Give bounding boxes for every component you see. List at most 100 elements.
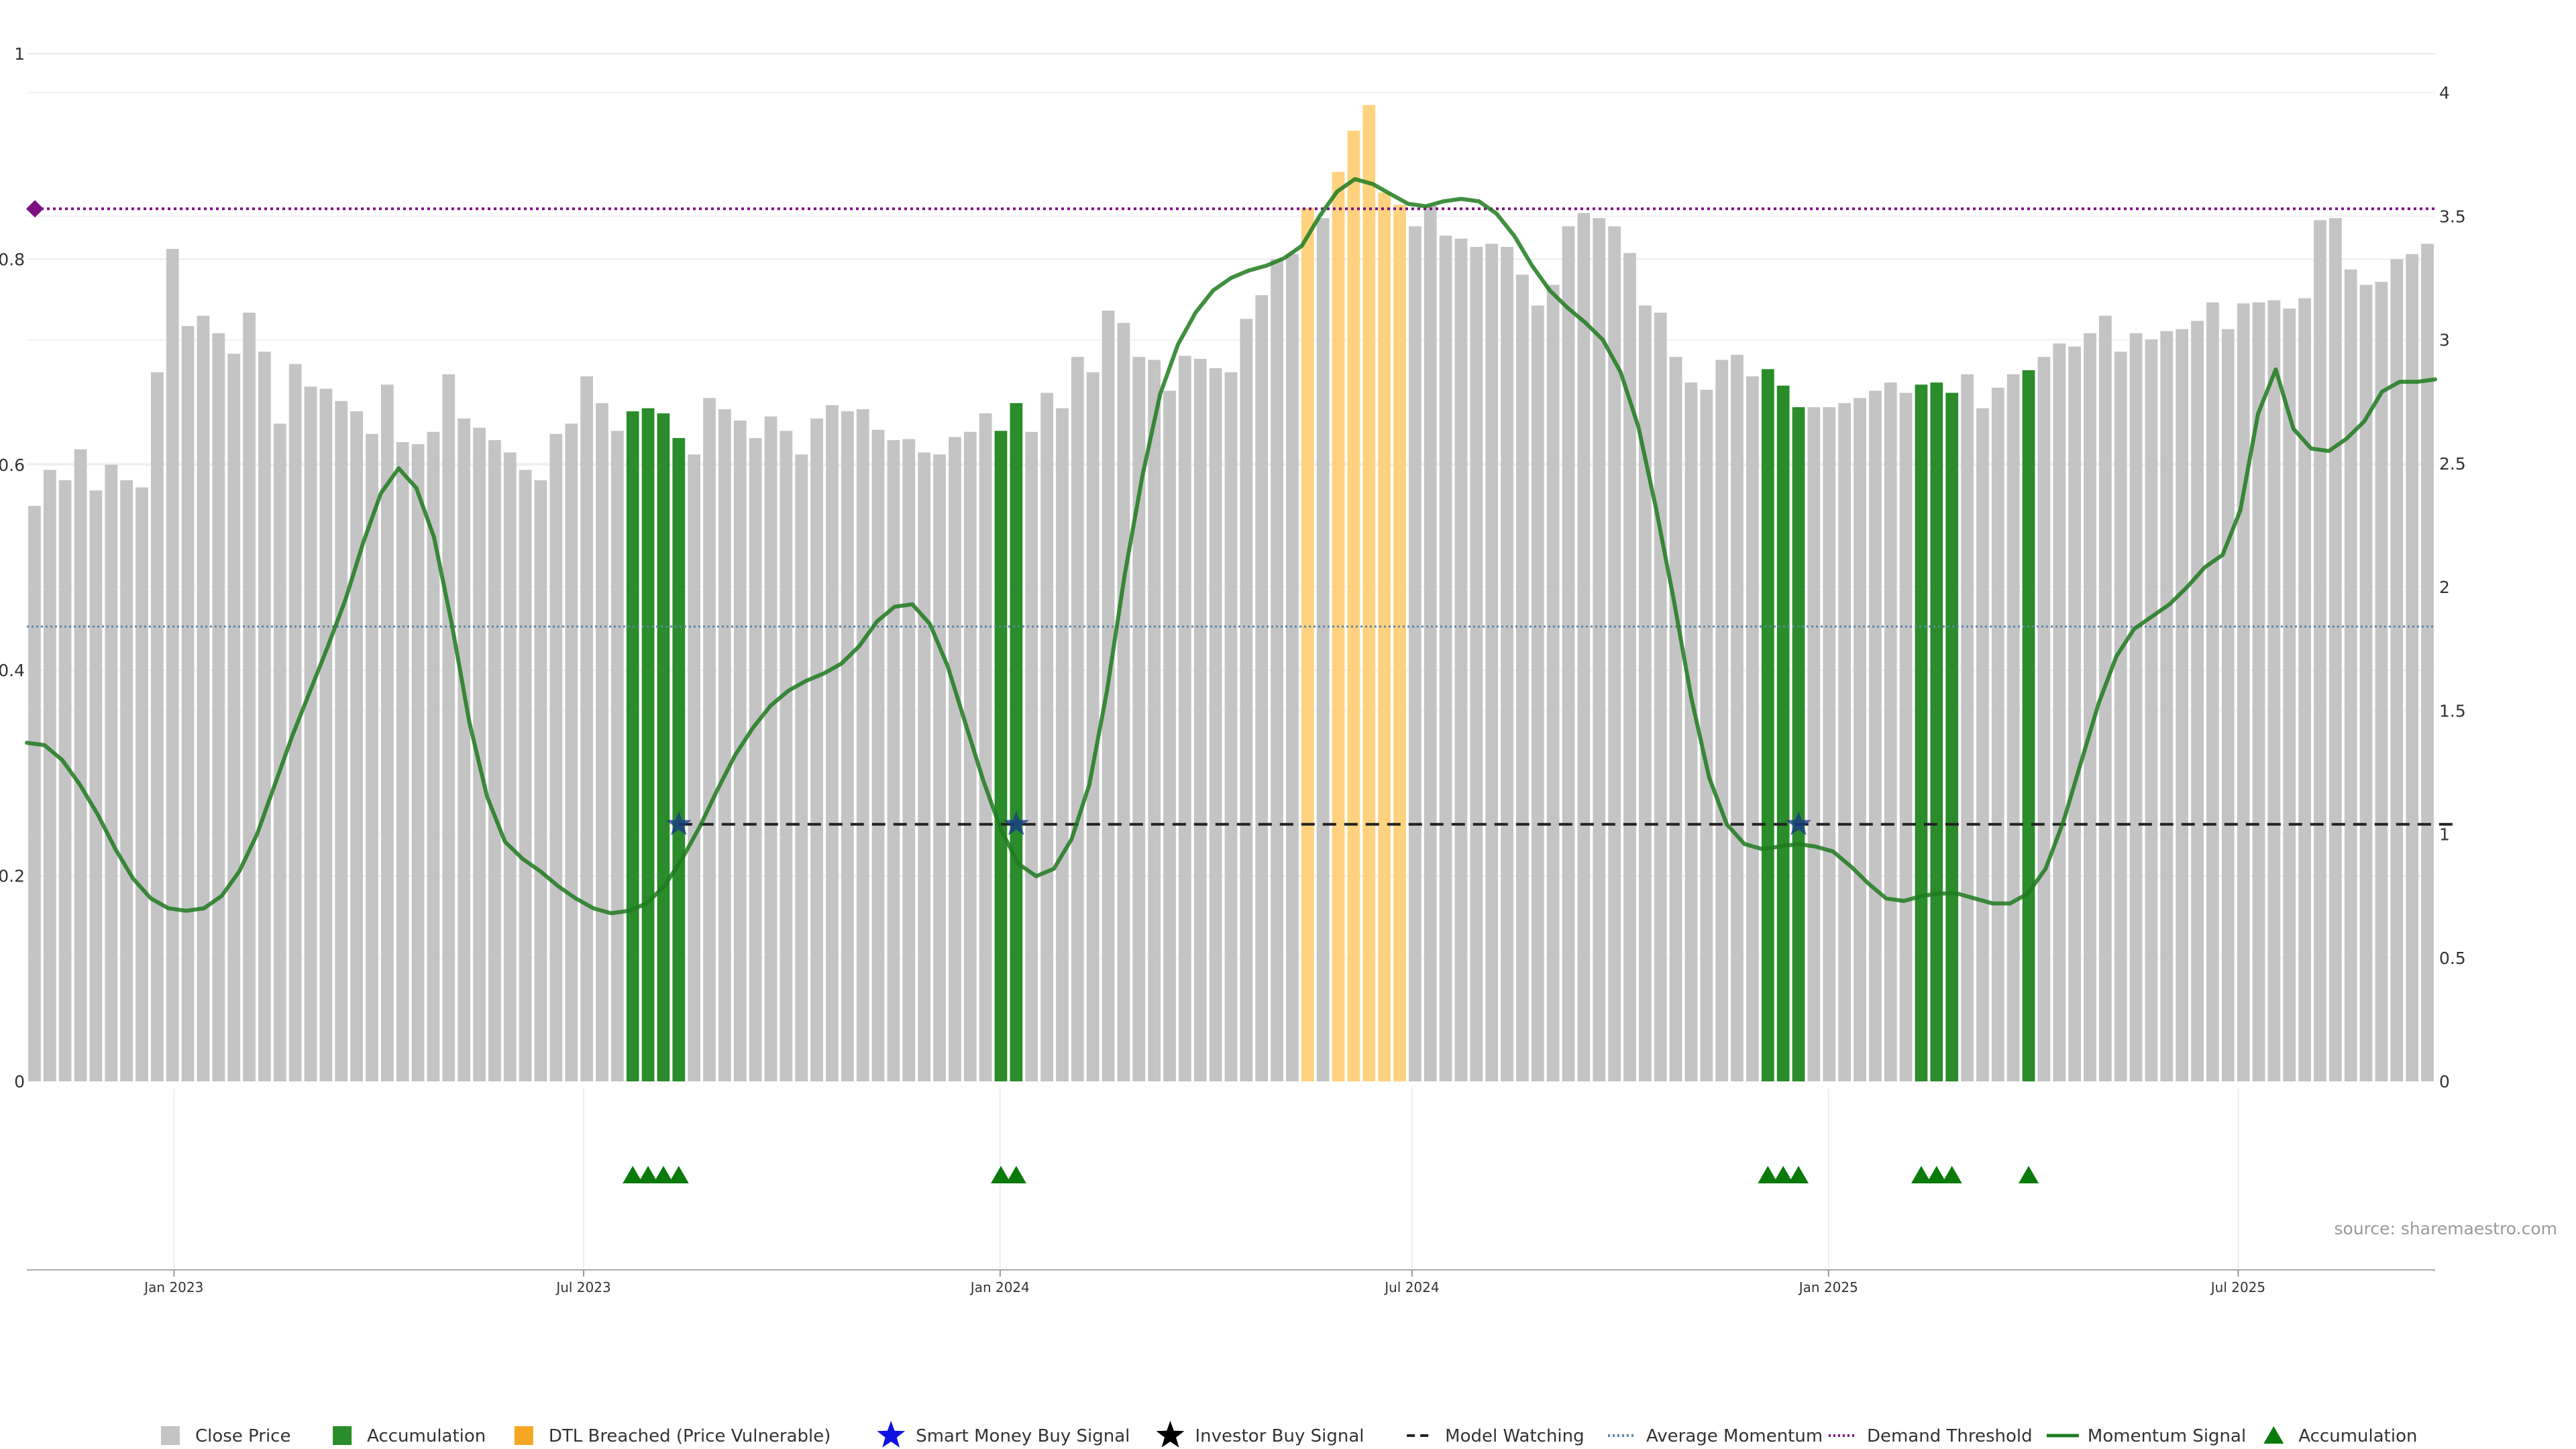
close-price-bar bbox=[1470, 247, 1483, 1081]
close-price-bar bbox=[2344, 269, 2357, 1082]
close-price-bar bbox=[1869, 390, 1882, 1081]
close-price-bar bbox=[319, 388, 333, 1081]
close-price-bar bbox=[580, 376, 593, 1081]
close-price-bar bbox=[1501, 247, 1513, 1081]
right-axis-tick-label: 2.5 bbox=[2439, 454, 2466, 474]
dtl-breached-bar bbox=[1347, 130, 1360, 1081]
close-price-bar bbox=[1040, 392, 1053, 1081]
close-price-bar bbox=[1454, 238, 1468, 1081]
close-price-bar bbox=[1746, 376, 1759, 1081]
right-axis-tick-label: 0.5 bbox=[2439, 949, 2466, 968]
close-price-bar bbox=[871, 429, 885, 1081]
price-bars bbox=[28, 105, 2434, 1082]
legend-label: Average Momentum bbox=[1646, 1426, 1823, 1446]
close-price-bar bbox=[2129, 333, 2143, 1082]
dtl-breached-bar bbox=[1378, 192, 1391, 1081]
close-price-bar bbox=[1255, 295, 1269, 1081]
close-price-bar bbox=[273, 423, 286, 1081]
close-price-bar bbox=[74, 449, 87, 1081]
legend: Close Price Accumulation DTL Breached (Pri… bbox=[160, 1421, 2417, 1448]
legend-item: Momentum Signal bbox=[2046, 1426, 2246, 1446]
close-price-bar bbox=[1593, 218, 1606, 1081]
close-price-bar bbox=[427, 431, 440, 1081]
accumulation-marker bbox=[2019, 1166, 2039, 1183]
x-axis-tick-label: Jul 2023 bbox=[555, 1279, 610, 1295]
legend-swatch bbox=[160, 1426, 180, 1445]
close-price-bar bbox=[227, 354, 241, 1081]
accumulation-bar bbox=[657, 413, 670, 1081]
close-price-bar bbox=[458, 418, 471, 1081]
close-price-bar bbox=[1179, 356, 1191, 1082]
left-axis-tick-label: 1 bbox=[14, 44, 25, 64]
legend-swatch bbox=[514, 1426, 533, 1445]
close-price-bar bbox=[1854, 398, 1866, 1081]
legend-item: Investor Buy Signal bbox=[1156, 1421, 1364, 1448]
close-price-bar bbox=[918, 452, 931, 1081]
legend-item: Demand Threshold bbox=[1828, 1426, 2033, 1446]
signal-markers bbox=[623, 810, 2039, 1183]
close-price-bar bbox=[1485, 244, 1499, 1081]
close-price-bar bbox=[335, 400, 348, 1081]
close-price-bar bbox=[519, 470, 532, 1081]
accumulation-marker bbox=[1006, 1166, 1026, 1183]
close-price-bar bbox=[2314, 220, 2326, 1082]
close-price-bar bbox=[2006, 374, 2020, 1081]
close-price-bar bbox=[1271, 259, 1283, 1081]
close-price-bar bbox=[28, 506, 41, 1081]
close-price-bar bbox=[1117, 323, 1130, 1081]
close-price-bar bbox=[1025, 431, 1038, 1081]
close-price-bar bbox=[1439, 235, 1452, 1081]
close-price-bar bbox=[979, 413, 992, 1081]
close-price-bar bbox=[856, 409, 869, 1081]
indicator-lines bbox=[25, 177, 2459, 916]
close-price-bar bbox=[2160, 331, 2174, 1081]
legend-item: Model Watching bbox=[1407, 1426, 1585, 1446]
close-price-bar bbox=[887, 440, 900, 1081]
close-price-bar bbox=[1961, 374, 1974, 1081]
close-price-bar bbox=[933, 454, 946, 1081]
close-price-bar bbox=[243, 313, 256, 1082]
close-price-bar bbox=[1807, 407, 1821, 1081]
close-price-bar bbox=[841, 411, 854, 1081]
close-price-bar bbox=[2252, 302, 2265, 1081]
accumulation-marker bbox=[653, 1166, 674, 1183]
right-axis-tick-label: 0 bbox=[2439, 1072, 2450, 1091]
close-price-bar bbox=[2206, 302, 2219, 1081]
close-price-bar bbox=[1132, 356, 1146, 1082]
close-price-bar bbox=[1884, 382, 1897, 1081]
close-price-bar bbox=[89, 490, 103, 1081]
close-price-bar bbox=[1684, 382, 1698, 1081]
close-price-bar bbox=[2283, 308, 2296, 1081]
left-axis-tick-label: 0.8 bbox=[0, 250, 25, 269]
close-price-bar bbox=[181, 325, 195, 1082]
close-price-bar bbox=[534, 480, 547, 1081]
close-price-bar bbox=[1086, 372, 1099, 1082]
right-axis-tick-label: 3.5 bbox=[2439, 207, 2466, 226]
demand-threshold-marker bbox=[26, 200, 44, 218]
x-axis-tick-label: Jan 2025 bbox=[1798, 1279, 1858, 1295]
accumulation-bar bbox=[2022, 370, 2035, 1082]
accumulation-bar bbox=[641, 408, 655, 1081]
legend-label: DTL Breached (Price Vulnerable) bbox=[549, 1426, 831, 1446]
close-price-bar bbox=[1286, 254, 1299, 1081]
close-price-bar bbox=[136, 487, 148, 1081]
close-price-bar bbox=[2328, 218, 2342, 1081]
right-axis-tick-label: 3 bbox=[2439, 331, 2450, 350]
close-price-bar bbox=[1240, 319, 1253, 1082]
close-price-bar bbox=[2375, 282, 2388, 1081]
close-price-bar bbox=[1071, 356, 1084, 1082]
close-price-bar bbox=[949, 437, 961, 1081]
close-price-bar bbox=[150, 372, 164, 1082]
close-price-bar bbox=[549, 433, 563, 1081]
accumulation-bar bbox=[1945, 392, 1959, 1081]
legend-item: Average Momentum bbox=[1608, 1426, 1823, 1446]
x-axis-tick-label: Jul 2025 bbox=[2210, 1279, 2265, 1295]
close-price-bar bbox=[703, 398, 716, 1081]
close-price-bar bbox=[1654, 313, 1667, 1082]
close-price-bar bbox=[2145, 339, 2158, 1081]
close-price-bar bbox=[1823, 407, 1836, 1081]
close-price-bar bbox=[2406, 254, 2419, 1081]
left-axis-tick-label: 0 bbox=[14, 1072, 25, 1091]
dtl-breached-bar bbox=[1362, 105, 1376, 1082]
right-axis-tick-label: 4 bbox=[2439, 83, 2450, 103]
